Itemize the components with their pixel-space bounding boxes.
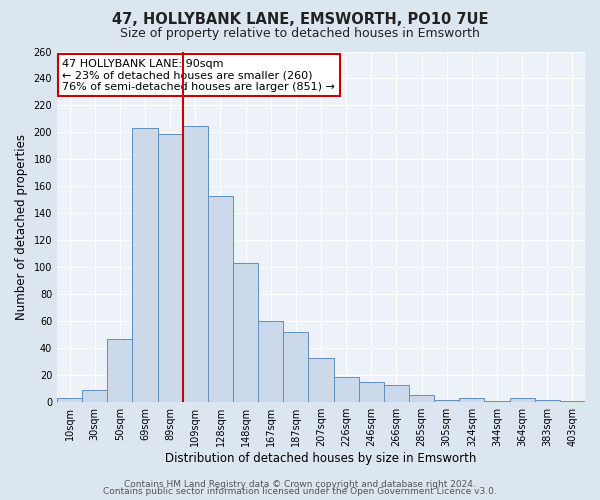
Text: 47 HOLLYBANK LANE: 90sqm
← 23% of detached houses are smaller (260)
76% of semi-: 47 HOLLYBANK LANE: 90sqm ← 23% of detach…	[62, 58, 335, 92]
Bar	[183, 126, 208, 402]
Bar	[133, 128, 158, 402]
Bar	[484, 401, 509, 402]
Bar	[208, 196, 233, 402]
Bar	[560, 401, 585, 402]
Bar	[107, 339, 133, 402]
Bar	[233, 264, 258, 402]
Bar	[57, 398, 82, 402]
Text: Contains public sector information licensed under the Open Government Licence v3: Contains public sector information licen…	[103, 488, 497, 496]
Y-axis label: Number of detached properties: Number of detached properties	[15, 134, 28, 320]
Bar	[308, 358, 334, 402]
Text: Contains HM Land Registry data © Crown copyright and database right 2024.: Contains HM Land Registry data © Crown c…	[124, 480, 476, 489]
Bar	[384, 384, 409, 402]
Bar	[509, 398, 535, 402]
X-axis label: Distribution of detached houses by size in Emsworth: Distribution of detached houses by size …	[166, 452, 477, 465]
Bar	[258, 322, 283, 402]
Bar	[434, 400, 459, 402]
Bar	[459, 398, 484, 402]
Bar	[409, 396, 434, 402]
Bar	[359, 382, 384, 402]
Text: 47, HOLLYBANK LANE, EMSWORTH, PO10 7UE: 47, HOLLYBANK LANE, EMSWORTH, PO10 7UE	[112, 12, 488, 28]
Bar	[158, 134, 183, 402]
Bar	[535, 400, 560, 402]
Bar	[82, 390, 107, 402]
Bar	[334, 376, 359, 402]
Bar	[283, 332, 308, 402]
Text: Size of property relative to detached houses in Emsworth: Size of property relative to detached ho…	[120, 26, 480, 40]
